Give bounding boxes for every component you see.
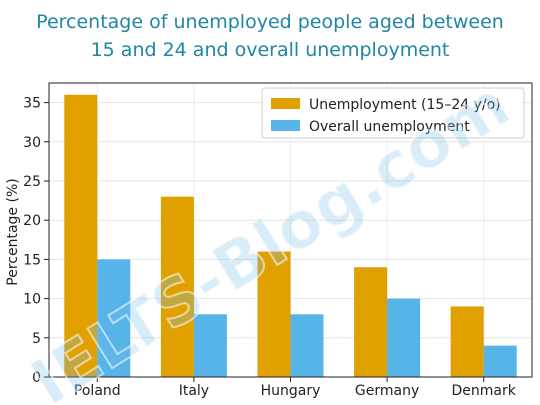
chart-title: Percentage of unemployed people aged bet… <box>0 8 540 64</box>
bar-overall-unemployment-germany <box>387 298 421 377</box>
legend-swatch <box>271 98 300 109</box>
bar-overall-unemployment-denmark <box>483 345 517 377</box>
bar-overall-unemployment-italy <box>193 314 227 377</box>
x-tick-label: Germany <box>355 383 419 399</box>
plot-frame <box>48 82 533 378</box>
y-tick-label: 25 <box>23 174 41 190</box>
y-tick-label: 15 <box>23 252 41 268</box>
x-tick-label: Poland <box>74 383 121 399</box>
bars <box>64 94 517 377</box>
bar-youth-unemployment-denmark <box>450 306 484 377</box>
bar-overall-unemployment-hungary <box>290 314 324 377</box>
legend-label: Unemployment (15–24 y/o) <box>309 97 501 113</box>
bar-youth-unemployment-italy <box>160 196 194 377</box>
legend-label: Overall unemployment <box>309 119 470 135</box>
y-axis-label: Percentage (%) <box>5 178 21 285</box>
legend-swatch <box>271 120 300 131</box>
y-tick-label: 10 <box>23 292 41 308</box>
axes: 0 5 10 15 20 25 30 35 Poland Italy Hungary Germany D… <box>23 82 533 399</box>
bar-youth-unemployment-hungary <box>257 251 291 377</box>
y-tick-label: 30 <box>23 135 41 151</box>
legend: Unemployment (15–24 y/o) Overall unemploy… <box>261 87 525 139</box>
x-tick-label: Denmark <box>452 383 517 399</box>
legend-box <box>261 87 525 139</box>
y-tick-label: 0 <box>32 370 41 386</box>
bar-youth-unemployment-poland <box>64 94 98 377</box>
x-tick-label: Hungary <box>261 383 321 399</box>
chart-title-line-2: 15 and 24 and overall unemployment <box>90 39 450 61</box>
y-tick-label: 20 <box>23 213 41 229</box>
chart-title-line-1: Percentage of unemployed people aged bet… <box>36 11 504 33</box>
y-tick-label: 35 <box>23 96 41 112</box>
bar-youth-unemployment-germany <box>354 267 388 377</box>
y-tick-label: 5 <box>32 331 41 347</box>
bar-overall-unemployment-poland <box>97 259 131 377</box>
x-tick-label: Italy <box>179 383 209 399</box>
